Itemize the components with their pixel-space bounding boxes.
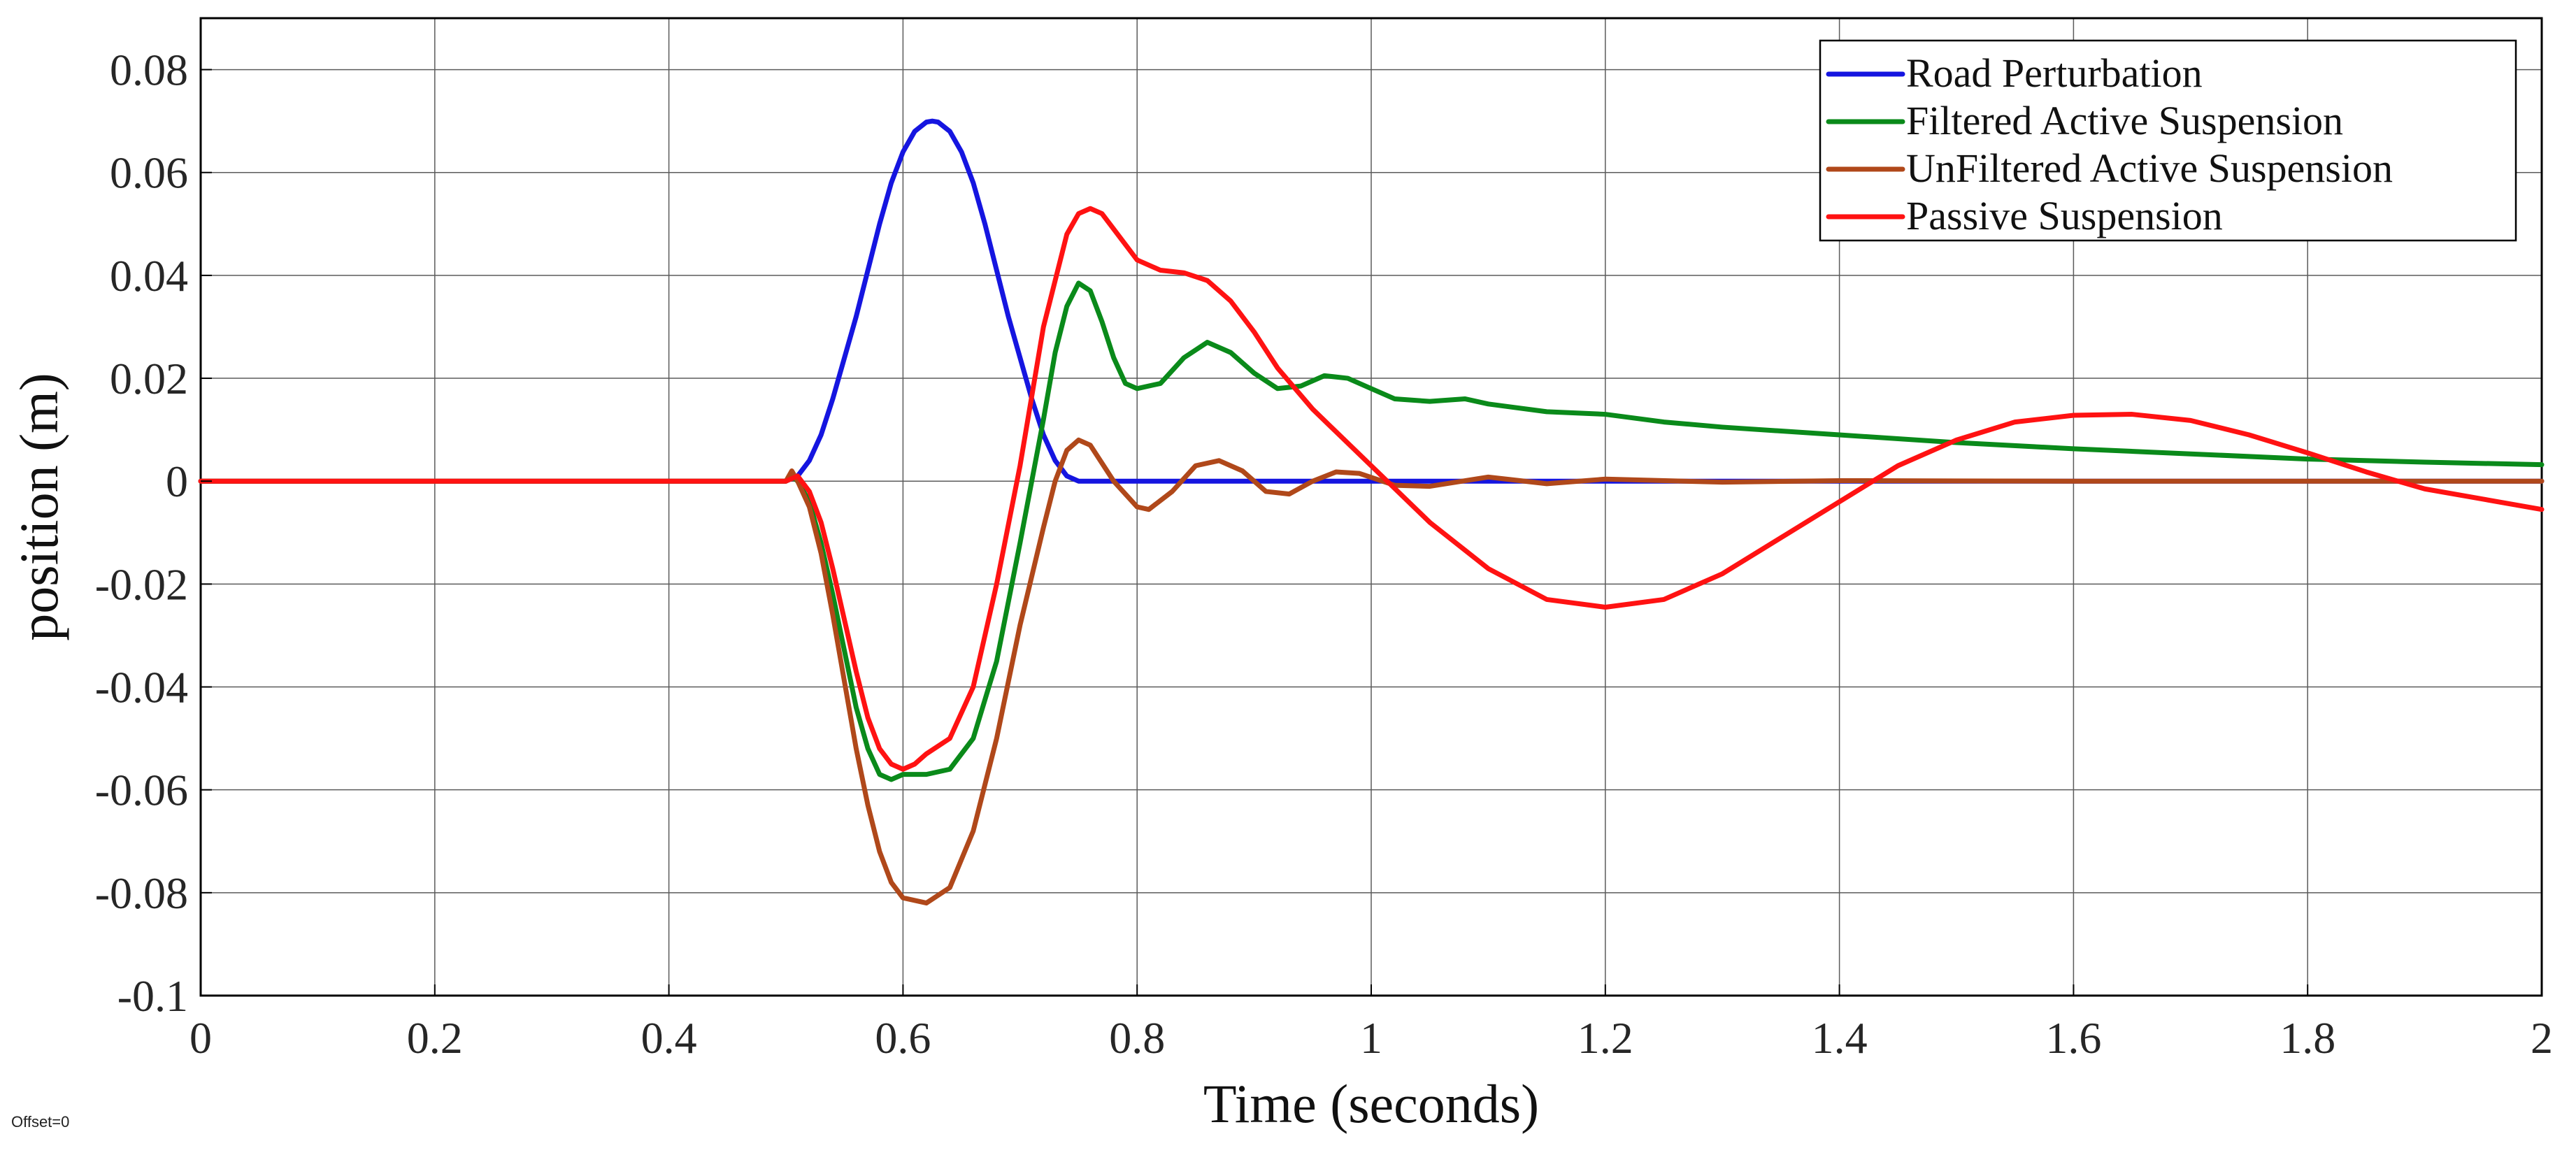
x-tick-label: 0 bbox=[189, 1013, 212, 1063]
x-tick-label: 0.4 bbox=[641, 1013, 697, 1063]
y-tick-label: -0.08 bbox=[95, 868, 188, 918]
x-tick-label: 0.8 bbox=[1109, 1013, 1165, 1063]
series-line-3 bbox=[198, 437, 2545, 906]
y-tick-label: -0.06 bbox=[95, 766, 188, 815]
series-line-1 bbox=[198, 118, 2545, 484]
series-lines bbox=[198, 118, 2545, 906]
y-tick-label: 0.04 bbox=[110, 251, 188, 301]
y-tick-label: -0.1 bbox=[117, 971, 188, 1021]
x-tick-label: 1.4 bbox=[1812, 1013, 1868, 1063]
x-tick-label: 1 bbox=[1360, 1013, 1382, 1063]
y-tick-label: 0.08 bbox=[110, 45, 188, 95]
x-tick-label: 1.6 bbox=[2045, 1013, 2101, 1063]
legend-label: UnFiltered Active Suspension bbox=[1906, 145, 2393, 191]
x-tick-label: 0.6 bbox=[875, 1013, 931, 1063]
x-tick-label: 1.8 bbox=[2280, 1013, 2335, 1063]
x-tick-label: 0.2 bbox=[407, 1013, 463, 1063]
y-tick-label: 0.06 bbox=[110, 148, 188, 198]
x-tick-label: 2 bbox=[2531, 1013, 2553, 1063]
x-axis-title: Time (seconds) bbox=[1203, 1073, 1539, 1134]
legend-label: Passive Suspension bbox=[1906, 193, 2223, 238]
offset-footnote: Offset=0 bbox=[11, 1113, 69, 1131]
x-tick-label: 1.2 bbox=[1577, 1013, 1633, 1063]
legend-box bbox=[1819, 39, 2517, 242]
legend-label: Filtered Active Suspension bbox=[1906, 98, 2343, 143]
axis-ticks: 0 0.2 0.4 0.6 0.8 1 1.2 1.4 1.6 1.8 2 0.08 0.06 0.04 0… bbox=[95, 45, 2553, 1063]
y-tick-label: -0.02 bbox=[95, 559, 188, 609]
y-tick-label: 0.02 bbox=[110, 354, 188, 403]
series-line-4 bbox=[198, 206, 2545, 772]
series-line-2 bbox=[198, 280, 2545, 782]
y-tick-label: -0.04 bbox=[95, 663, 188, 712]
legend-label: Road Perturbation bbox=[1906, 50, 2203, 96]
y-axis-title: position (m) bbox=[8, 373, 69, 641]
y-tick-label: 0 bbox=[166, 457, 188, 506]
